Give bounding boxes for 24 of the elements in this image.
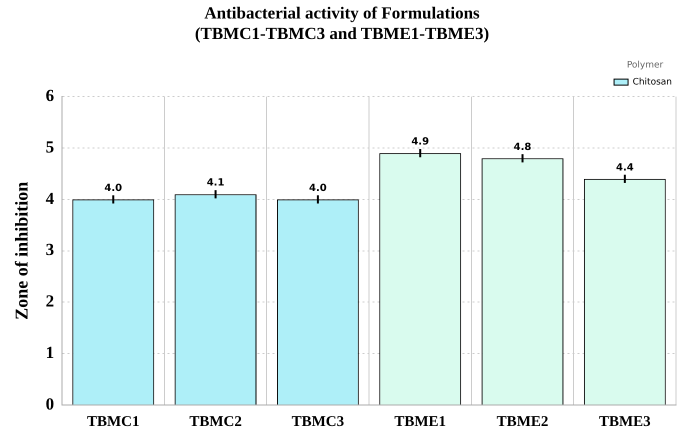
legend-label: Chitosan (632, 77, 672, 88)
x-tick-label: TBMC2 (189, 414, 242, 430)
y-tick-label: 6 (46, 86, 54, 105)
data-label: 4.1 (206, 178, 224, 189)
data-label: 4.0 (104, 182, 122, 194)
y-tick-label: 1 (46, 342, 54, 362)
data-label: 4.0 (309, 182, 327, 194)
x-tick-label: TBMC1 (87, 414, 140, 430)
y-tick-label: 0 (46, 394, 54, 414)
text: (TBMC1-TBMC3 and TBME1-TBME3) (194, 24, 490, 43)
data-label: 4.4 (616, 162, 634, 174)
y-axis-title: Zone of inhibition (11, 182, 32, 320)
legend-title: Polymer (626, 60, 664, 71)
x-tick-label: TBME3 (599, 414, 651, 430)
x-tick-label: TBME2 (496, 414, 548, 430)
x-tick-label: TBMC3 (292, 414, 344, 430)
data-label: 4.9 (411, 136, 430, 148)
x-tick-label: TBME1 (394, 414, 446, 430)
text: Antibacterial activity of Formulations (204, 4, 480, 23)
y-tick-label: 3 (46, 240, 54, 260)
y-tick-label: 2 (46, 292, 54, 311)
data-label: 4.8 (514, 142, 532, 153)
y-tick-label: 5 (46, 137, 54, 156)
y-tick-label: 4 (46, 188, 55, 208)
